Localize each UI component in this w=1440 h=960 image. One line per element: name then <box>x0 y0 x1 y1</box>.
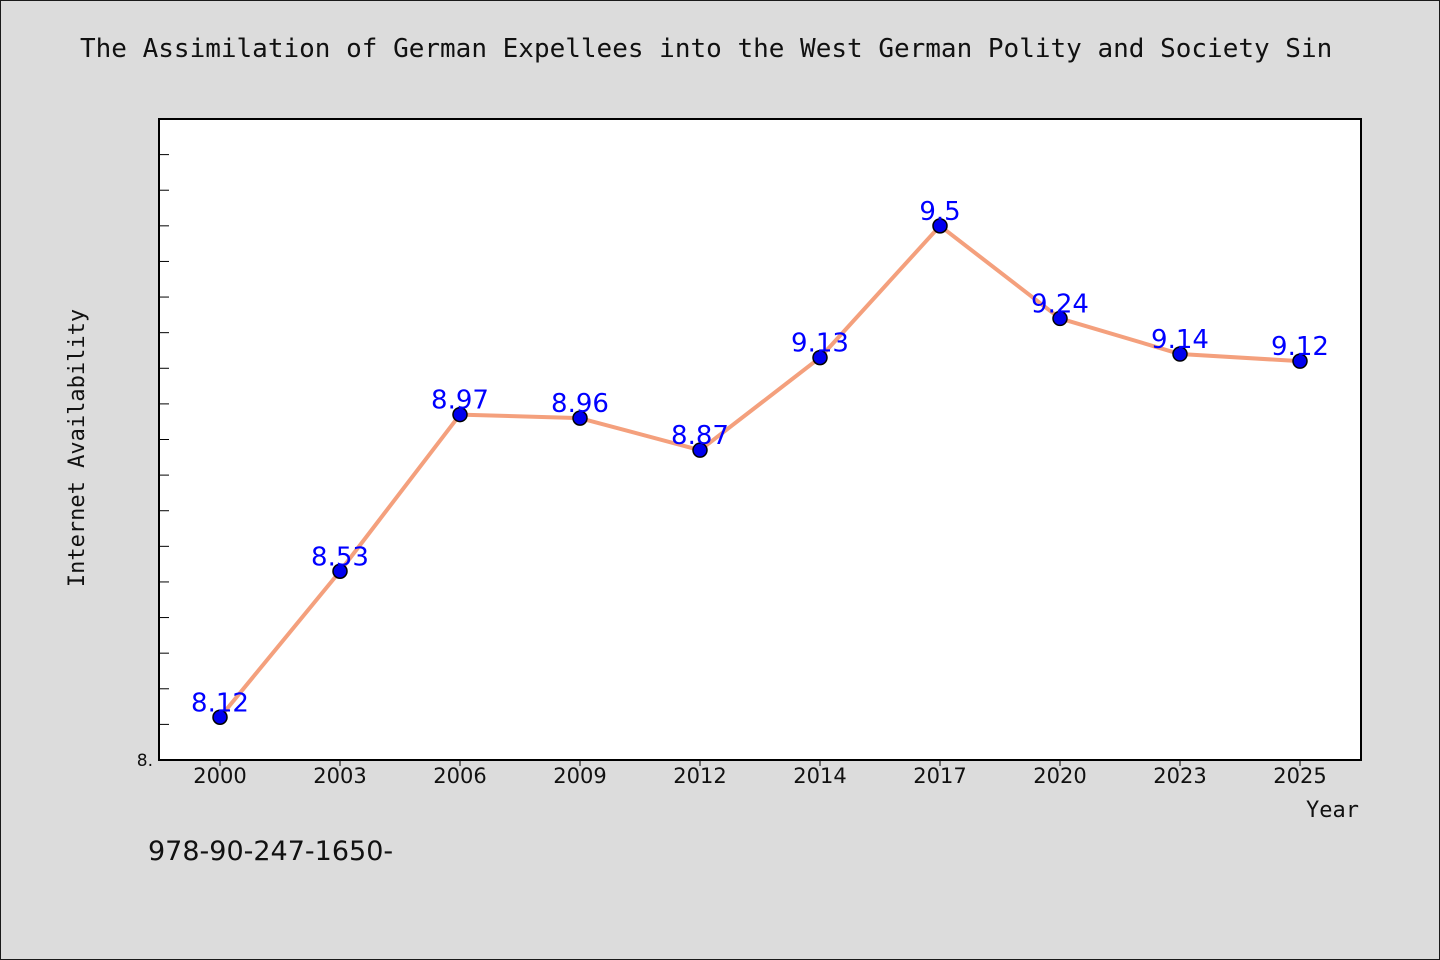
data-point <box>1292 353 1308 369</box>
x-tick-label: 2012 <box>673 764 726 788</box>
data-label: 9.13 <box>791 329 849 359</box>
data-point <box>812 349 828 366</box>
x-axis-ticks: 2000 2003 2006 2009 2012 2014 2017 2020 2023 2025 <box>193 760 1327 788</box>
data-point <box>332 563 348 580</box>
x-tick-label: 2014 <box>793 764 846 788</box>
chart-title: The Assimilation of German Expellees int… <box>80 34 1333 64</box>
x-axis-label: Year <box>1306 798 1359 823</box>
isbn-note: 978-90-247-1650- <box>148 836 394 867</box>
data-point <box>452 406 468 423</box>
data-label: 8.53 <box>311 542 369 572</box>
series-line-group <box>218 223 1302 720</box>
data-point <box>932 218 948 234</box>
x-tick-label: 2017 <box>913 764 966 788</box>
x-tick-label: 2006 <box>433 764 486 788</box>
x-tick-label: 2023 <box>1153 764 1206 788</box>
data-label: 8.96 <box>551 389 609 419</box>
data-label: 9.5 <box>919 197 960 227</box>
x-tick-label: 2020 <box>1033 764 1086 788</box>
series-line <box>218 223 1302 720</box>
data-label: 8.87 <box>671 421 729 451</box>
data-point <box>212 709 228 726</box>
data-label: 9.14 <box>1151 325 1209 355</box>
data-point <box>692 442 708 458</box>
y-axis-ticks: 8. <box>137 154 169 771</box>
x-tick-label: 2000 <box>193 764 246 788</box>
plot-area <box>158 118 1362 761</box>
y-axis-label: Internet Availability <box>65 309 90 587</box>
data-points <box>212 218 1308 726</box>
data-point <box>1172 346 1188 362</box>
data-point <box>1052 310 1068 327</box>
data-label: 9.12 <box>1271 332 1329 362</box>
data-label: 8.97 <box>431 386 489 416</box>
x-tick-label: 2025 <box>1273 764 1326 788</box>
x-tick-label: 2009 <box>553 764 606 788</box>
data-labels: 8.12 8.53 8.97 8.96 8.87 9.13 9.5 9.24 9.14 9.12 <box>191 197 1329 718</box>
data-label: 8.12 <box>191 688 249 718</box>
data-label: 9.24 <box>1031 289 1089 319</box>
data-point <box>572 410 588 426</box>
y-tick-label: 8. <box>137 751 153 771</box>
x-tick-label: 2003 <box>313 764 366 788</box>
